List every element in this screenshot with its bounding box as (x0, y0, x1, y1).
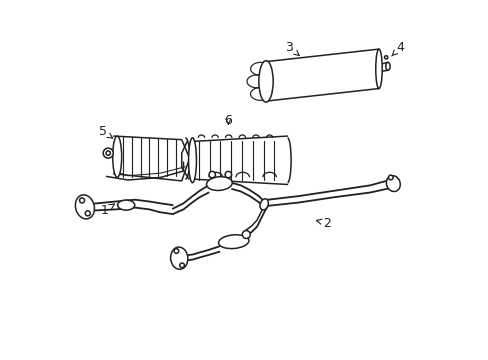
Text: 5: 5 (99, 125, 112, 138)
Ellipse shape (174, 249, 178, 253)
Ellipse shape (208, 171, 215, 178)
Ellipse shape (386, 176, 400, 192)
Ellipse shape (170, 247, 187, 269)
Ellipse shape (242, 230, 250, 238)
Ellipse shape (112, 136, 122, 177)
Ellipse shape (106, 151, 110, 155)
Text: 1: 1 (101, 204, 114, 217)
Ellipse shape (180, 263, 184, 268)
Ellipse shape (206, 177, 232, 190)
Ellipse shape (375, 49, 382, 89)
Ellipse shape (258, 61, 273, 102)
Ellipse shape (224, 171, 231, 178)
Ellipse shape (260, 199, 268, 210)
Ellipse shape (188, 138, 196, 183)
Ellipse shape (384, 56, 387, 59)
Text: 2: 2 (316, 216, 330, 230)
Ellipse shape (80, 198, 84, 203)
Ellipse shape (387, 175, 392, 180)
Ellipse shape (218, 235, 248, 249)
Ellipse shape (85, 211, 90, 216)
Text: 4: 4 (391, 41, 404, 56)
Text: 6: 6 (224, 114, 232, 127)
Ellipse shape (385, 62, 389, 70)
Text: 3: 3 (285, 41, 299, 55)
Ellipse shape (117, 200, 135, 210)
Ellipse shape (75, 195, 94, 219)
Ellipse shape (103, 148, 113, 158)
